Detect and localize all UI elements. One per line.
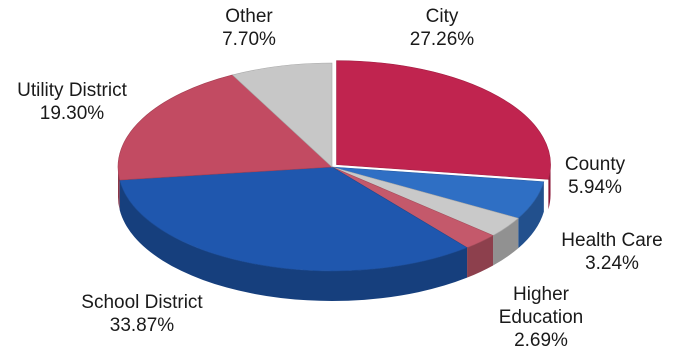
slice-category-label: County [565,154,626,175]
pie-top-faces [117,60,551,272]
slice-category-label: Utility District [17,80,127,101]
slice-value-label: 33.87% [110,315,175,336]
slice-value-label: 27.26% [410,29,475,50]
pie-slice-side-health-care [493,218,519,266]
slice-category-label: School District [81,292,203,313]
pie-slice-other [231,62,333,168]
slice-category-label: Health Care [561,230,662,251]
pie-side-walls [118,164,551,302]
slice-category-label: City [426,6,459,27]
slice-category-label: Education [499,307,584,328]
slice-category-label: Other [225,6,273,27]
slice-value-label: 5.94% [568,177,622,198]
pie-slice-utility-district [117,74,333,181]
pie-slice-side-school-district [119,180,468,302]
pie-slice-city [336,60,551,180]
slice-value-label: 7.70% [222,29,276,50]
slice-category-label: Higher [513,284,570,305]
pie-slice-side-higher-education [467,235,494,278]
slice-value-label: 19.30% [40,103,105,124]
pie-slice-school-district [119,166,468,272]
pie-slice-side-city [548,164,551,210]
slice-value-label: 2.69% [514,330,568,351]
pie-slice-side-utility-district [118,167,120,211]
slice-value-label: 3.24% [585,253,639,274]
pie-slice-side-county [518,181,544,249]
